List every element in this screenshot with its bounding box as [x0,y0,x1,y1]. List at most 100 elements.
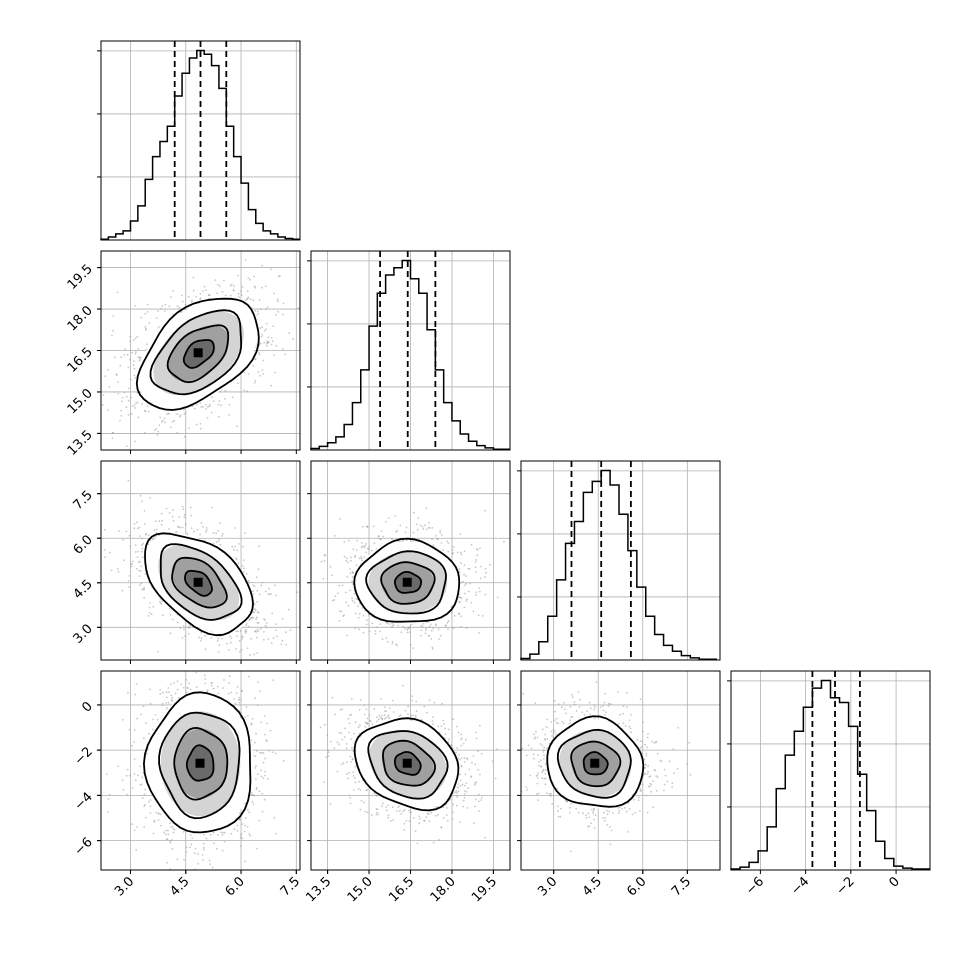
scatter-point [240,290,243,293]
scatter-point [201,664,203,666]
scatter-point [204,635,206,637]
scatter-point [125,445,128,447]
scatter-point [191,299,194,302]
scatter-point [173,419,176,422]
scatter-point [284,353,287,356]
scatter-point [254,697,256,699]
scatter-point [388,623,391,625]
scatter-point [212,669,214,671]
scatter-point [166,413,168,416]
scatter-point [202,525,205,528]
scatter-point [240,845,242,847]
scatter-point [127,366,130,369]
scatter-point [120,356,122,359]
scatter-point [470,543,473,546]
scatter-point [134,337,137,340]
scatter-point [228,682,230,684]
scatter-point [133,374,136,377]
scatter-point [260,627,262,630]
scatter-point [138,526,141,529]
scatter-point [354,556,356,558]
scatter-point [124,348,127,350]
scatter-point [265,622,268,624]
scatter-point [167,702,170,704]
scatter-point [230,691,233,694]
scatter-point [396,529,399,532]
scatter-point [263,330,266,332]
scatter-point [125,395,128,398]
scatter-point [120,409,122,412]
scatter-point [248,581,251,584]
scatter-point [137,561,140,564]
scatter-point [235,692,238,694]
scatter-point [357,616,360,619]
scatter-point [134,551,137,553]
scatter-point [190,527,193,529]
scatter-point [93,596,95,598]
scatter-point [171,515,174,518]
scatter-point [234,527,237,529]
scatter-point [456,551,459,554]
scatter-point [101,403,104,406]
scatter-point [191,876,193,878]
scatter-point [157,819,160,821]
scatter-point [402,625,404,628]
scatter-point [183,413,186,415]
scatter-point [428,625,431,628]
scatter-point [263,715,266,717]
scatter-point [248,832,251,835]
scatter-point [275,344,278,347]
scatter-point [344,591,347,594]
scatter-point [238,650,241,653]
scatter-point [476,554,478,557]
scatter-point [438,638,440,640]
scatter-point [402,540,404,542]
scatter-point [134,305,136,307]
scatter-point [133,404,136,406]
scatter-point [173,828,176,831]
scatter-point [459,533,462,536]
scatter-point [270,343,273,346]
scatter-point [236,824,239,827]
scatter-point [275,832,278,835]
scatter-point [477,614,480,617]
scatter-point [323,553,326,556]
scatter-point [475,559,477,561]
scatter-point [353,601,356,604]
scatter-point [157,430,160,433]
scatter-point [252,803,255,805]
scatter-point [185,691,188,693]
scatter-point [460,597,463,600]
scatter-point [351,597,353,600]
scatter-point [152,728,154,731]
scatter-point [241,837,244,840]
scatter-point [143,597,146,599]
scatter-point [163,417,166,420]
scatter-point [417,517,420,519]
scatter-point [129,378,132,381]
scatter-point [266,340,269,342]
scatter-point [195,686,198,689]
scatter-point [270,268,272,271]
scatter-point [218,644,221,647]
scatter-point [334,595,337,597]
scatter-point [223,279,225,282]
scatter-point [84,453,86,455]
scatter-point [137,416,140,419]
scatter-point [263,798,266,801]
scatter-point [217,415,220,418]
scatter-point [292,338,294,340]
scatter-point [376,626,378,629]
scatter-point [391,626,393,629]
scatter-point [139,584,141,586]
histogram-step [730,679,930,870]
scatter-point [536,560,538,562]
scatter-point [178,306,181,309]
scatter-point [172,290,174,292]
scatter-point [452,627,455,630]
scatter-point [136,401,139,404]
scatter-point [253,603,256,605]
scatter-point [331,574,333,577]
contour-line [149,309,242,396]
scatter-point [479,547,481,550]
